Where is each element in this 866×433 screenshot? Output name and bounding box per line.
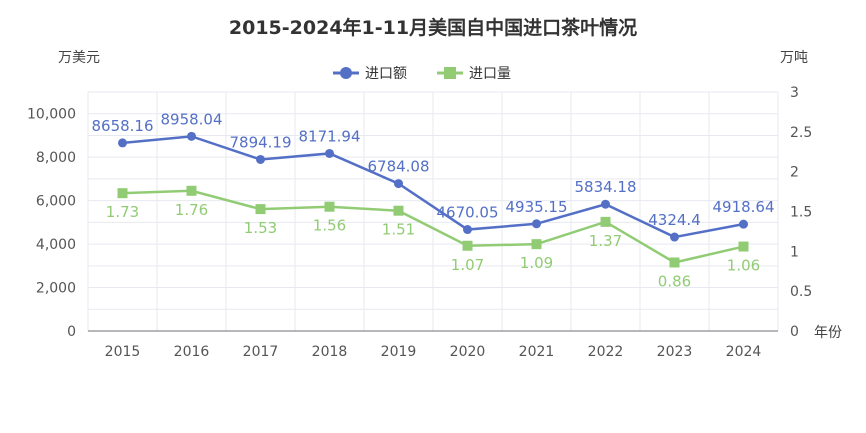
y-right-tick-label: 1.5 [790, 205, 812, 221]
series-line-import [122, 135, 744, 239]
data-label-import: 5834.18 [574, 178, 636, 196]
legend-item-volume[interactable]: 进口量 [437, 66, 511, 82]
legend[interactable]: 进口额 进口量 [333, 66, 511, 82]
legend-marker-import [340, 67, 352, 79]
data-label-volume: 1.37 [589, 232, 622, 250]
data-label-volume: 0.86 [658, 272, 691, 290]
data-label-import: 4935.15 [505, 198, 567, 216]
right-axis-unit: 万吨 [780, 50, 808, 66]
data-point-import[interactable] [187, 131, 196, 141]
data-point-import[interactable] [118, 138, 127, 148]
x-tick-label: 2020 [450, 344, 486, 360]
x-tick-label: 2021 [519, 344, 555, 360]
data-label-volume: 1.51 [382, 221, 415, 239]
y-left-tick-label: 10,000 [27, 107, 76, 123]
x-tick-label: 2018 [312, 344, 348, 360]
legend-label-import: 进口额 [365, 66, 407, 82]
data-label-volume: 1.56 [313, 217, 346, 235]
x-tick-label: 2024 [726, 344, 762, 360]
x-tick-label: 2023 [657, 344, 693, 360]
ticks: 0 2,000 4,000 6,000 8,000 10,000 0 0.5 1 1.5 2 2.5 3… [27, 85, 812, 360]
x-tick-label: 2017 [243, 344, 279, 360]
left-axis-unit: 万美元 [58, 50, 100, 66]
data-point-import[interactable] [739, 219, 748, 229]
legend-label-volume: 进口量 [469, 66, 511, 82]
series [117, 131, 749, 268]
data-point-import[interactable] [463, 225, 472, 235]
y-left-tick-label: 8,000 [36, 150, 76, 166]
x-tick-label: 2015 [105, 344, 141, 360]
chart-title: 2015-2024年1-11月美国自中国进口茶叶情况 [229, 16, 637, 39]
x-tick-label: 2019 [381, 344, 417, 360]
data-label-volume: 1.53 [244, 219, 277, 237]
data-labels: 8658.16 8958.04 7894.19 8171.94 6784.08 4670.… [91, 110, 774, 290]
data-point-volume[interactable] [669, 257, 680, 268]
x-tick-label: 2016 [174, 344, 210, 360]
data-label-import: 8171.94 [298, 127, 360, 145]
y-right-tick-label: 0.5 [790, 284, 812, 300]
data-point-import[interactable] [256, 154, 265, 164]
y-right-tick-label: 2.5 [790, 125, 812, 141]
data-label-import: 8658.16 [91, 117, 153, 135]
data-point-volume[interactable] [531, 239, 542, 250]
data-label-import: 7894.19 [229, 133, 291, 151]
data-point-volume[interactable] [324, 201, 335, 212]
y-left-tick-label: 4,000 [36, 237, 76, 253]
legend-marker-volume [444, 67, 456, 79]
series-line-volume [122, 189, 744, 264]
data-point-import[interactable] [394, 179, 403, 189]
x-tick-label: 2022 [588, 344, 624, 360]
data-point-import[interactable] [670, 232, 679, 242]
data-label-import: 4918.64 [712, 198, 774, 216]
grid [87, 91, 779, 332]
y-right-tick-label: 0 [790, 324, 799, 340]
data-label-import: 4324.4 [648, 211, 701, 229]
data-label-volume: 1.06 [727, 257, 760, 275]
y-left-tick-label: 0 [67, 324, 76, 340]
data-point-volume[interactable] [393, 205, 404, 216]
data-label-import: 6784.08 [367, 158, 429, 176]
data-point-volume[interactable] [117, 188, 128, 199]
data-point-volume[interactable] [738, 241, 749, 252]
data-label-import: 8958.04 [160, 110, 222, 128]
y-right-tick-label: 1 [790, 244, 799, 260]
y-left-tick-label: 6,000 [36, 194, 76, 210]
data-point-import[interactable] [601, 199, 610, 209]
data-label-volume: 1.73 [106, 203, 139, 221]
data-label-volume: 1.76 [175, 201, 208, 219]
data-point-volume[interactable] [462, 240, 473, 251]
data-label-volume: 1.07 [451, 256, 484, 274]
data-point-volume[interactable] [255, 204, 266, 215]
y-left-tick-label: 2,000 [36, 281, 76, 297]
data-label-volume: 1.09 [520, 254, 553, 272]
y-right-tick-label: 2 [790, 165, 799, 181]
data-label-import: 4670.05 [436, 204, 498, 222]
data-point-import[interactable] [532, 219, 541, 229]
y-right-tick-label: 3 [790, 85, 799, 101]
data-point-import[interactable] [325, 148, 334, 158]
x-axis-unit: 年份 [814, 325, 842, 341]
data-point-volume[interactable] [186, 185, 197, 196]
data-point-volume[interactable] [600, 216, 611, 227]
legend-item-import[interactable]: 进口额 [333, 66, 407, 82]
